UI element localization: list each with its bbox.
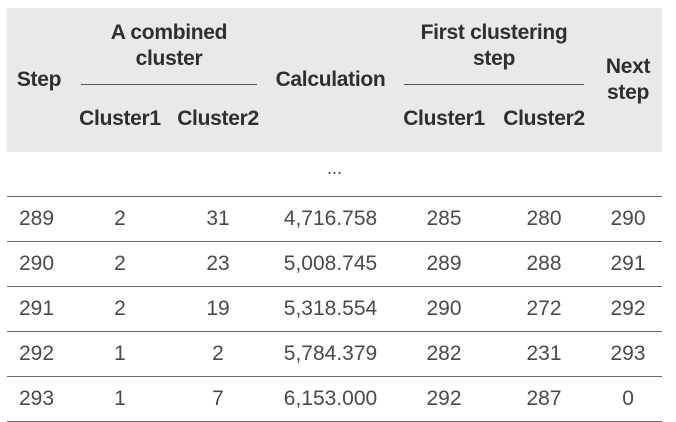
header-combined-cluster2: Cluster2 (169, 96, 268, 152)
cell-calculation: 5,318.554 (267, 286, 395, 332)
cell-step: 293 (7, 376, 71, 422)
header-first-clustering-step-label: First clustering step (404, 20, 585, 85)
cell-cluster2: 23 (169, 241, 268, 287)
cell-cluster1: 2 (71, 196, 169, 242)
cell-step: 289 (7, 196, 71, 242)
table-row: 291 2 19 5,318.554 290 272 292 (7, 286, 663, 332)
cell-calculation: 6,153.000 (267, 376, 395, 422)
cell-first-cluster1: 282 (394, 331, 495, 377)
table-body: ... 289 2 31 4,716.758 285 280 290 290 2… (7, 152, 663, 422)
table-header: Step A combined cluster Calculation Firs… (7, 8, 663, 152)
clustering-table-container: Step A combined cluster Calculation Firs… (7, 8, 663, 422)
cell-first-cluster2: 280 (494, 196, 595, 242)
cell-first-cluster2: 231 (494, 331, 595, 377)
cell-cluster1: 1 (71, 376, 169, 422)
header-step: Step (7, 8, 71, 152)
header-next-step: Next step (594, 8, 663, 152)
cell-cluster2: 2 (169, 331, 268, 377)
cell-cluster2: 31 (169, 196, 268, 242)
cell-first-cluster2: 288 (494, 241, 595, 287)
cell-calculation: 5,008.745 (267, 241, 395, 287)
header-combined-cluster1: Cluster1 (71, 96, 169, 152)
cell-cluster2: 7 (169, 376, 268, 422)
cell-next-step: 293 (594, 331, 663, 377)
header-first-cluster1: Cluster1 (394, 96, 495, 152)
cell-cluster1: 2 (71, 286, 169, 332)
cell-step: 292 (7, 331, 71, 377)
cell-step: 290 (7, 241, 71, 287)
agglomeration-schedule-table: Step A combined cluster Calculation Firs… (7, 8, 663, 422)
cell-step: 291 (7, 286, 71, 332)
cell-first-cluster2: 272 (494, 286, 595, 332)
cell-cluster2: 19 (169, 286, 268, 332)
ellipsis-row: ... (7, 158, 663, 197)
cell-cluster1: 1 (71, 331, 169, 377)
cell-first-cluster1: 290 (394, 286, 495, 332)
header-combined-cluster: A combined cluster (71, 8, 268, 96)
table-row: 290 2 23 5,008.745 289 288 291 (7, 241, 663, 287)
cell-first-cluster1: 289 (394, 241, 495, 287)
header-calculation: Calculation (267, 8, 395, 152)
cell-first-cluster1: 292 (394, 376, 495, 422)
header-first-clustering-step: First clustering step (394, 8, 595, 96)
header-combined-cluster-label: A combined cluster (81, 20, 258, 85)
cell-next-step: 290 (594, 196, 663, 242)
cell-first-cluster2: 287 (494, 376, 595, 422)
cell-next-step: 292 (594, 286, 663, 332)
cell-first-cluster1: 285 (394, 196, 495, 242)
table-row: 292 1 2 5,784.379 282 231 293 (7, 331, 663, 377)
cell-next-step: 291 (594, 241, 663, 287)
header-first-cluster2: Cluster2 (494, 96, 595, 152)
cell-calculation: 4,716.758 (267, 196, 395, 242)
cell-calculation: 5,784.379 (267, 331, 395, 377)
cell-cluster1: 2 (71, 241, 169, 287)
table-row: 289 2 31 4,716.758 285 280 290 (7, 196, 663, 242)
table-row: 293 1 7 6,153.000 292 287 0 (7, 376, 663, 422)
cell-next-step: 0 (594, 376, 663, 422)
ellipsis-cell: ... (7, 158, 663, 197)
